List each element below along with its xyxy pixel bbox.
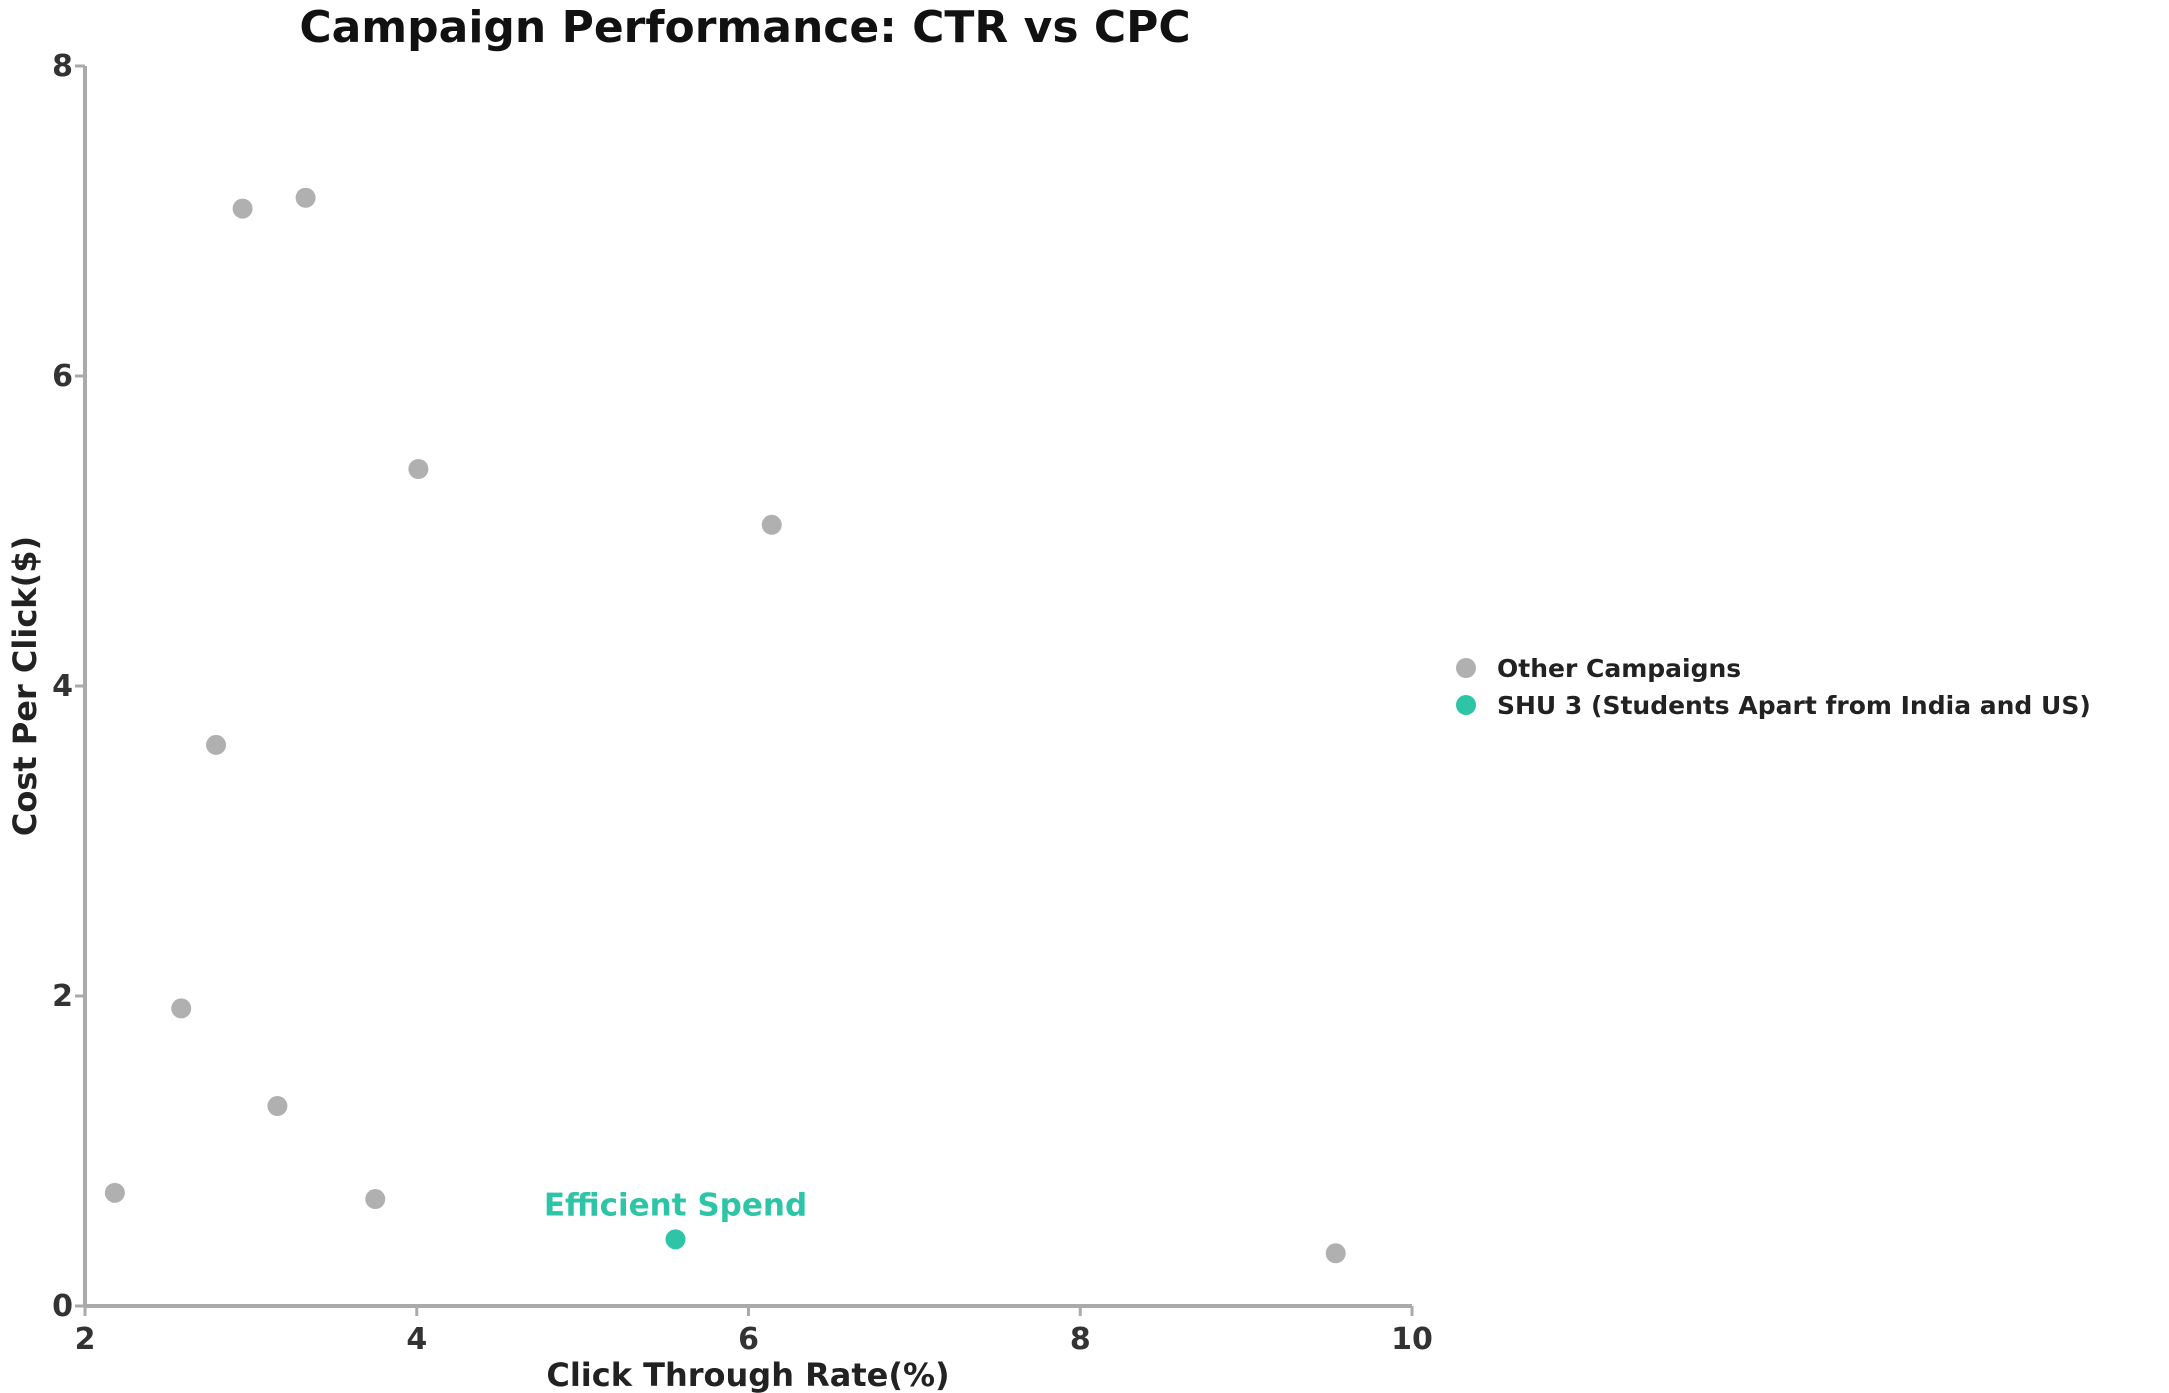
chart-title: Campaign Performance: CTR vs CPC: [299, 2, 1190, 53]
legend: Other Campaigns SHU 3 (Students Apart fro…: [1456, 654, 2091, 720]
legend-label: SHU 3 (Students Apart from India and US): [1497, 691, 2091, 720]
data-point: [171, 998, 192, 1019]
data-point: [206, 734, 227, 755]
x-axis-label: Click Through Rate(%): [546, 1356, 949, 1393]
x-tick-label: 4: [406, 1322, 427, 1357]
y-tick-label: 8: [52, 49, 73, 84]
y-ticks: 0 2 4 6 8: [52, 49, 85, 1324]
y-tick-label: 0: [52, 1289, 73, 1324]
y-tick-label: 4: [52, 669, 73, 704]
data-point: [365, 1189, 386, 1210]
annotations: Efficient Spend: [544, 1187, 807, 1223]
data-point: [104, 1182, 125, 1203]
x-tick-label: 10: [1391, 1322, 1433, 1357]
data-point: [267, 1096, 288, 1117]
data-point: [665, 1229, 686, 1250]
data-point: [408, 459, 429, 479]
legend-marker: [1456, 695, 1476, 715]
legend-label: Other Campaigns: [1497, 654, 1741, 683]
y-tick-label: 6: [52, 359, 73, 394]
data-point: [232, 198, 253, 219]
data-point: [295, 187, 316, 208]
annotation-label: Efficient Spend: [544, 1187, 807, 1223]
x-tick-label: 6: [738, 1322, 759, 1357]
data-point: [1325, 1243, 1346, 1264]
x-tick-label: 2: [75, 1322, 96, 1357]
x-ticks: 2 4 6 8 10: [75, 1306, 1433, 1357]
data-points: [104, 187, 1346, 1264]
y-tick-label: 2: [52, 979, 73, 1014]
legend-marker: [1456, 658, 1476, 678]
data-point: [761, 514, 782, 535]
y-axis-label: Cost Per Click($): [6, 536, 44, 836]
x-tick-label: 8: [1070, 1322, 1091, 1357]
